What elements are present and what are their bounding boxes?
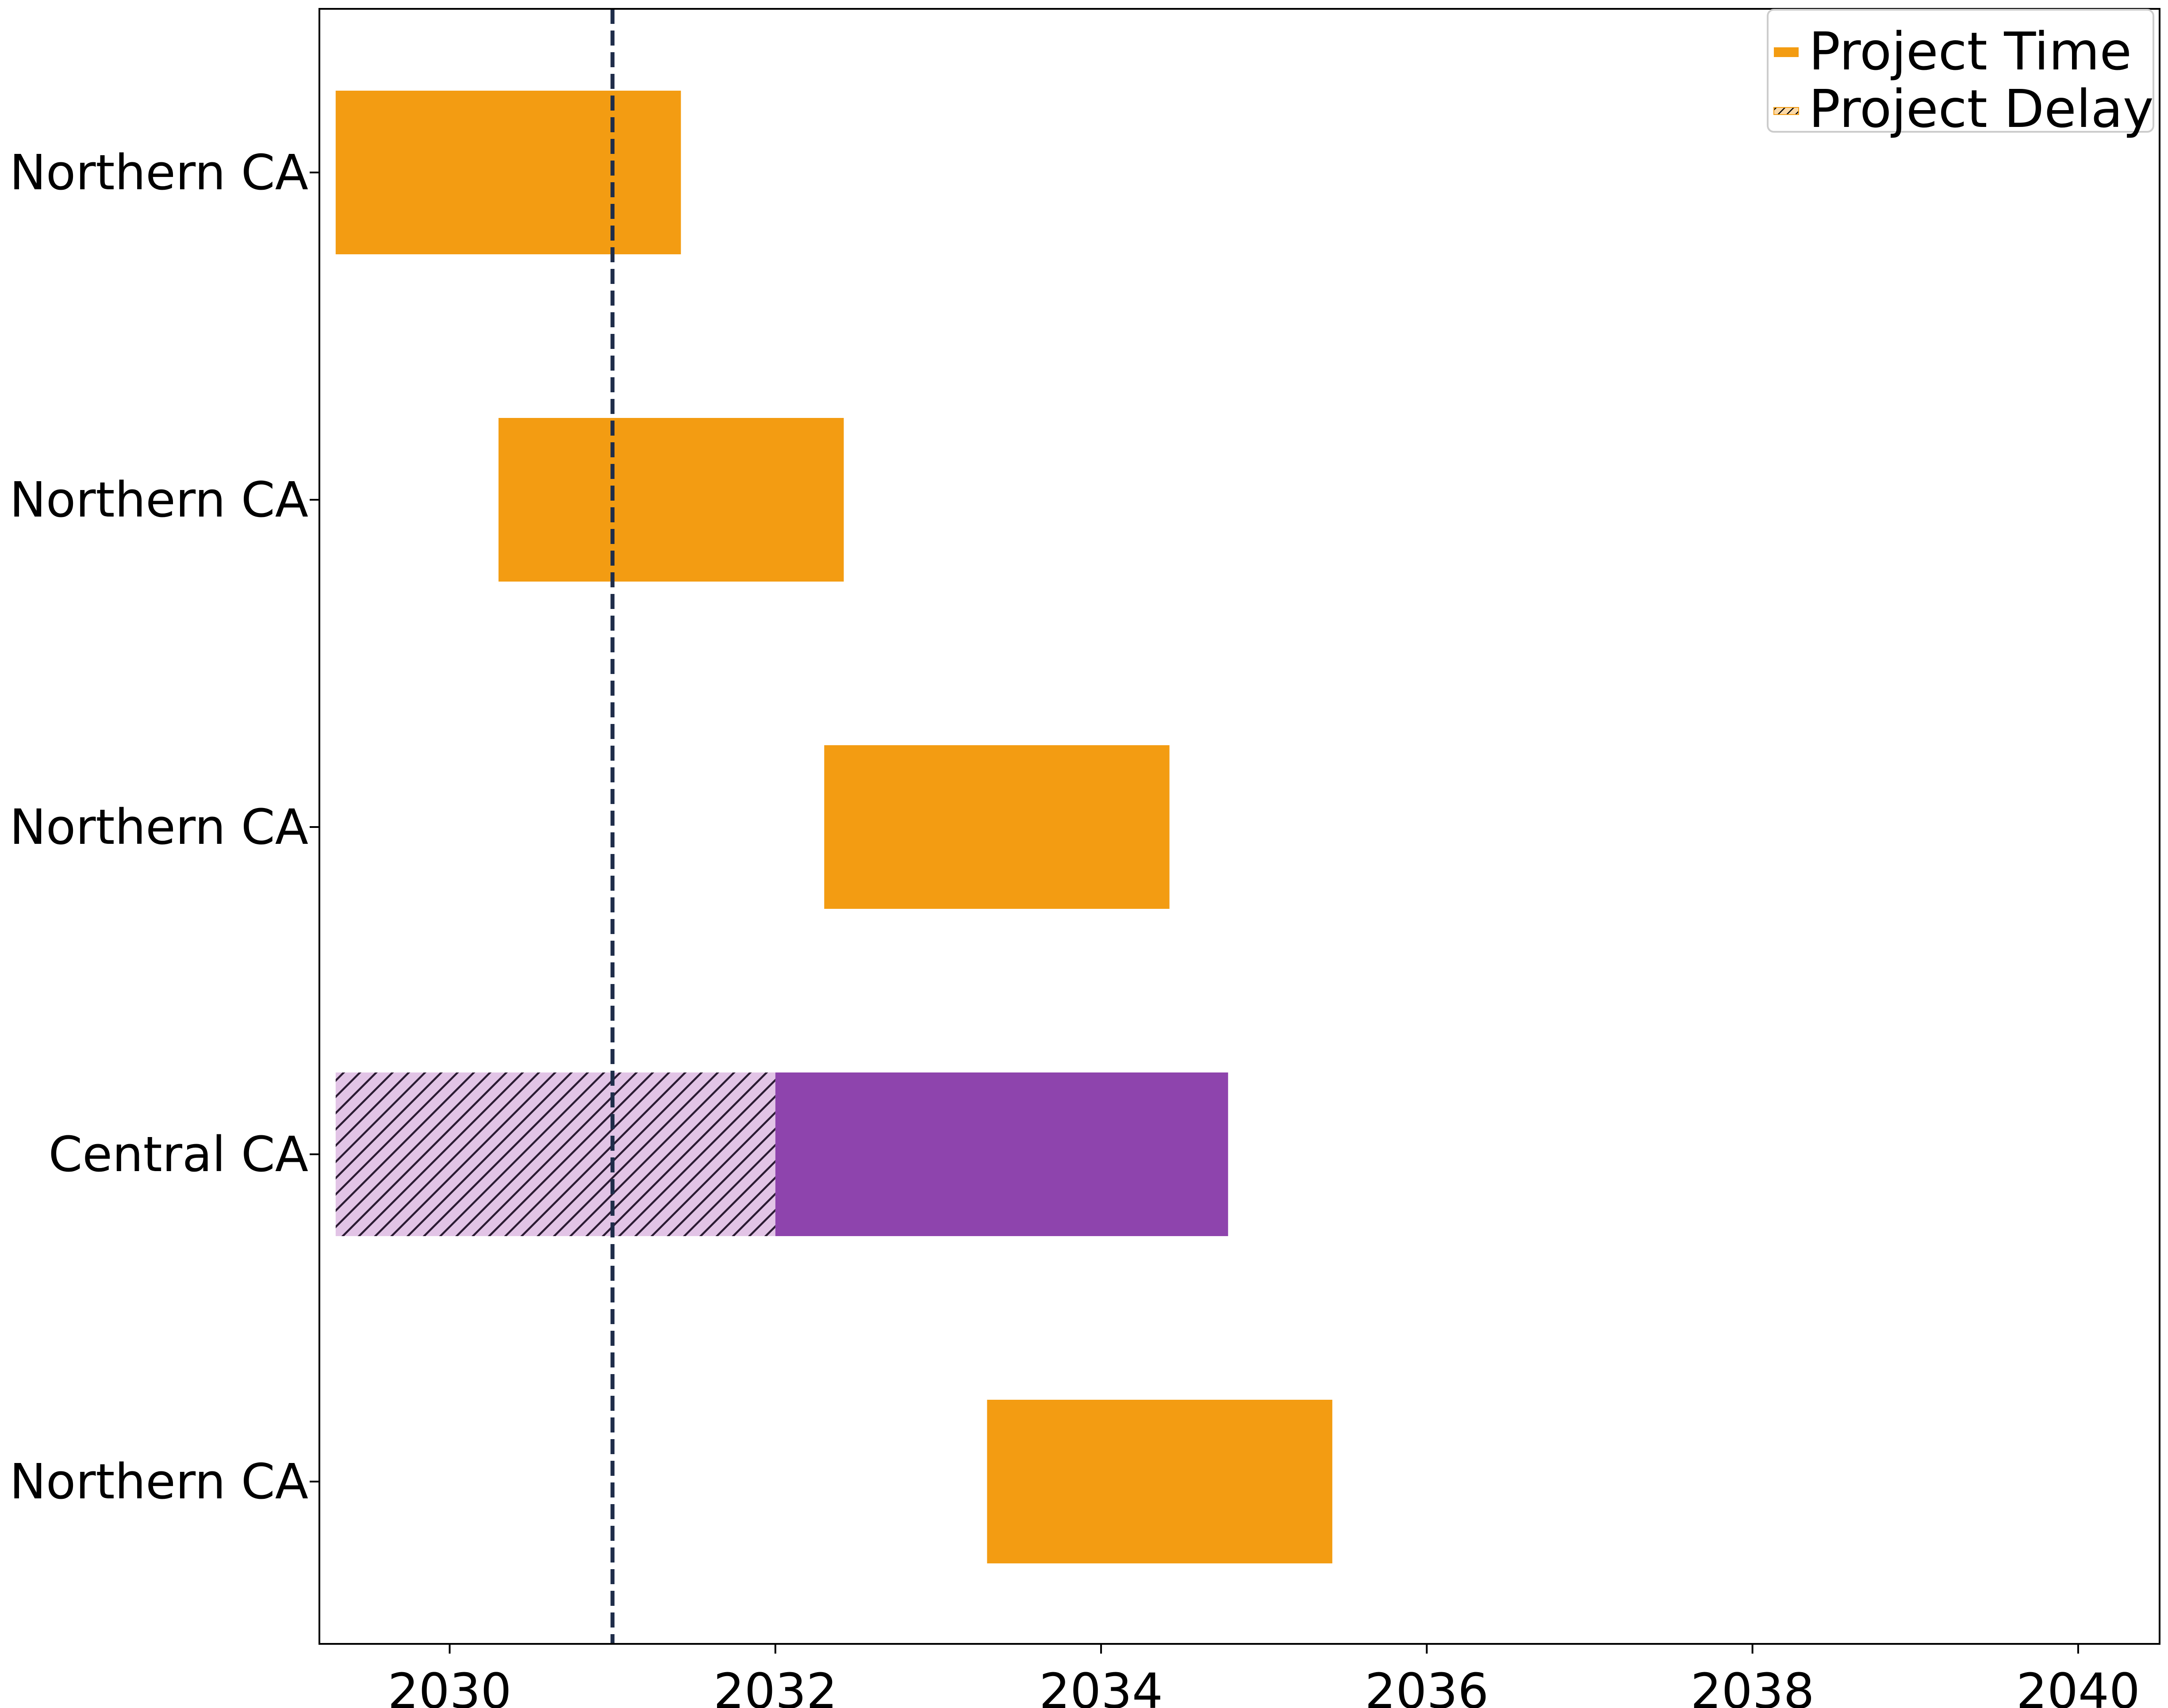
x-tick-label: 2034 bbox=[1039, 1663, 1163, 1708]
y-tick-label: Northern CA bbox=[10, 1453, 308, 1510]
y-tick-label: Central CA bbox=[48, 1126, 308, 1183]
project-bar-2 bbox=[498, 418, 844, 582]
project-bar-5 bbox=[987, 1400, 1332, 1563]
x-tick-label: 2030 bbox=[388, 1663, 512, 1708]
x-tick-label: 2040 bbox=[2016, 1663, 2140, 1708]
legend-swatch-project-time bbox=[1774, 47, 1799, 57]
delay-bar-4 bbox=[335, 1072, 775, 1236]
x-tick-label: 2038 bbox=[1691, 1663, 1815, 1708]
project-bar-1 bbox=[335, 91, 681, 254]
legend-label: Project Time bbox=[1809, 21, 2132, 82]
legend-box bbox=[1767, 9, 2154, 133]
y-tick-label: Northern CA bbox=[10, 144, 308, 201]
project-bar-4 bbox=[775, 1072, 1228, 1236]
project-bar-3 bbox=[824, 745, 1170, 909]
x-tick-label: 2036 bbox=[1365, 1663, 1489, 1708]
y-tick-label: Northern CA bbox=[10, 471, 308, 528]
legend-label: Project Delay bbox=[1809, 78, 2154, 139]
legend-swatch-project-delay bbox=[1773, 107, 1799, 115]
y-tick-label: Northern CA bbox=[10, 799, 308, 855]
x-tick-label: 2032 bbox=[714, 1663, 837, 1708]
